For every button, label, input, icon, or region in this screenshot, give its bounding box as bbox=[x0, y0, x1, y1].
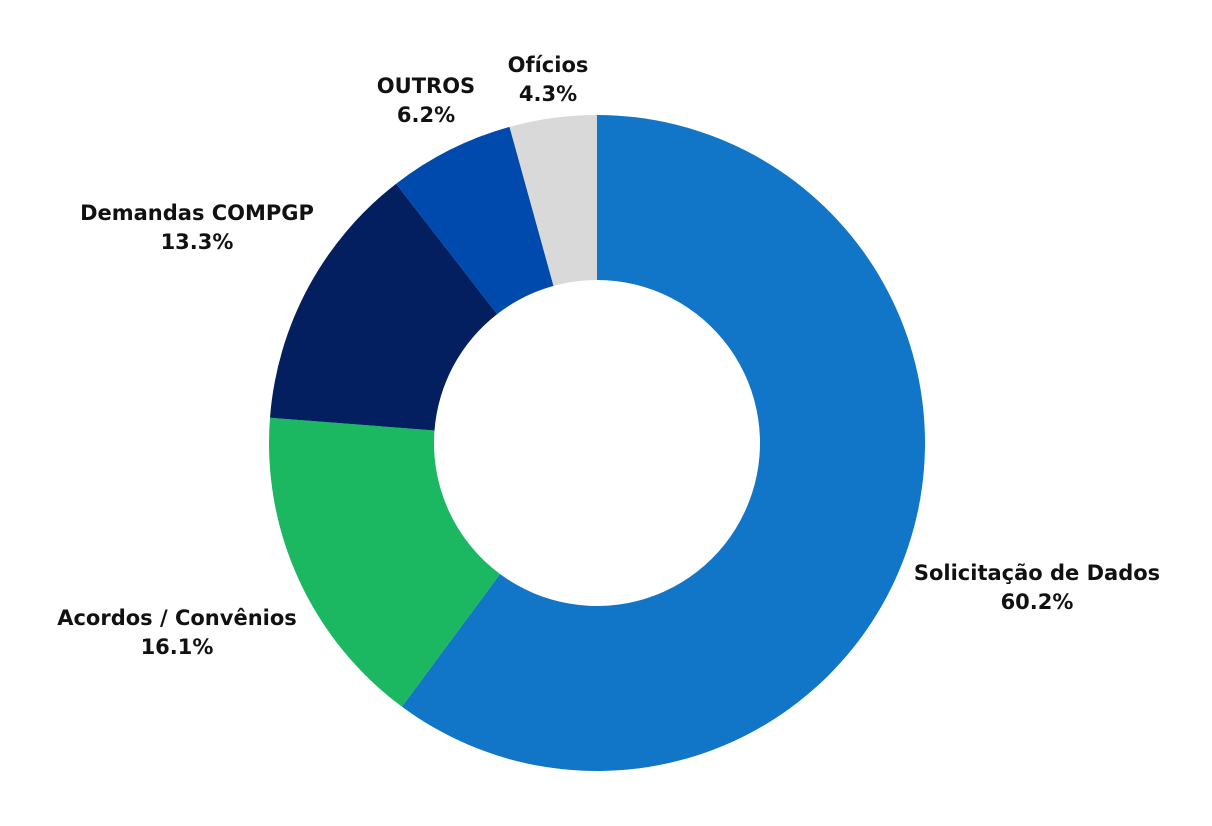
slice-value-acordos-convenios: 16.1% bbox=[141, 635, 214, 659]
slice-labels: Solicitação de Dados 60.2% Acordos / Convê… bbox=[57, 53, 1160, 659]
donut-slices bbox=[269, 115, 926, 771]
slice-acordos-convenios bbox=[269, 417, 501, 707]
slice-demandas-compgp bbox=[269, 183, 498, 431]
slice-value-demandas-compgp: 13.3% bbox=[161, 230, 234, 254]
slice-label-oficios: Ofícios bbox=[508, 53, 589, 77]
slice-label-outros: OUTROS bbox=[377, 74, 475, 98]
slice-value-outros: 6.2% bbox=[397, 103, 455, 127]
slice-value-oficios: 4.3% bbox=[519, 82, 577, 106]
slice-oficios bbox=[509, 115, 597, 286]
slice-label-demandas-compgp: Demandas COMPGP bbox=[80, 201, 314, 225]
slice-solicitacao-de-dados bbox=[401, 115, 926, 771]
slice-value-solicitacao-de-dados: 60.2% bbox=[1001, 590, 1074, 614]
slice-label-solicitacao-de-dados: Solicitação de Dados bbox=[914, 561, 1160, 585]
slice-label-acordos-convenios: Acordos / Convênios bbox=[57, 606, 297, 630]
slice-outros bbox=[396, 126, 554, 315]
